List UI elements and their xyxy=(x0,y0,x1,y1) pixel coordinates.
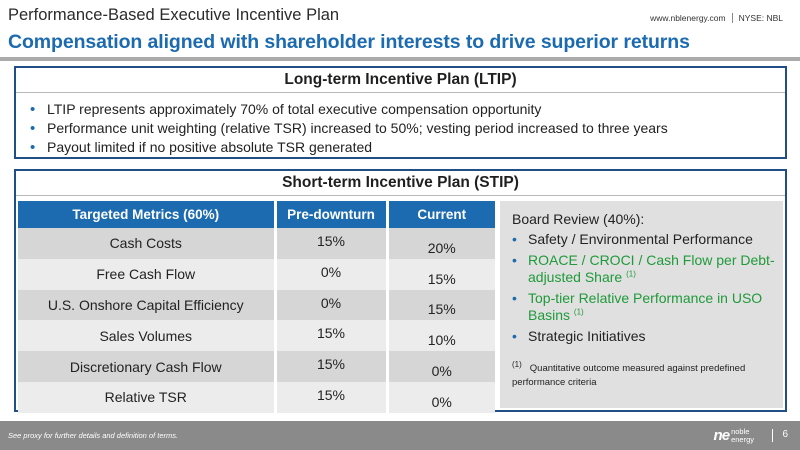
metric-current-value: 0% xyxy=(385,381,495,413)
metric-name: Discretionary Cash Flow xyxy=(18,351,275,382)
metric-name: Relative TSR xyxy=(18,381,275,413)
board-review-item-text: Top-tier Relative Performance in USO Bas… xyxy=(528,290,763,323)
board-review-item: Strategic Initiatives xyxy=(512,328,777,345)
board-review-item-text: Strategic Initiatives xyxy=(528,328,646,344)
top-rule xyxy=(0,57,800,61)
column-header-pre-downturn: Pre-downturn xyxy=(273,201,387,228)
board-review-list: Safety / Environmental Performance ROACE… xyxy=(512,231,777,345)
header-subtitle: Compensation aligned with shareholder in… xyxy=(8,31,690,53)
noble-energy-logo: ne noble energy xyxy=(714,427,754,444)
column-header-current: Current xyxy=(385,201,495,228)
metric-current-value: 0% xyxy=(385,351,495,382)
header-separator xyxy=(731,13,733,23)
logo-wordmark: noble energy xyxy=(731,426,754,444)
metrics-header-row: Targeted Metrics (60%) Pre-downturn Curr… xyxy=(18,201,495,228)
column-header-metrics: Targeted Metrics (60%) xyxy=(18,201,275,228)
footnote: (1) Quantitative outcome measured against… xyxy=(512,359,777,390)
metric-name: U.S. Onshore Capital Efficiency xyxy=(18,289,275,321)
table-row: Free Cash Flow 0% 15% xyxy=(18,258,495,290)
table-row: Sales Volumes 15% 10% xyxy=(18,320,495,352)
metric-pre-value: 15% xyxy=(273,351,387,382)
board-review-box: Board Review (40%): Safety / Environment… xyxy=(500,201,783,408)
metric-pre-value: 15% xyxy=(273,228,387,259)
logo-mark: ne xyxy=(713,427,730,444)
footnote-marker: (1) xyxy=(573,307,584,317)
website-link[interactable]: www.nblenergy.com xyxy=(650,13,726,23)
metric-current-value: 10% xyxy=(385,320,495,352)
ltip-panel: Long-term Incentive Plan (LTIP) LTIP rep… xyxy=(14,66,787,159)
ltip-bullet: Payout limited if no positive absolute T… xyxy=(30,138,785,157)
metric-current-value: 15% xyxy=(385,289,495,321)
table-row: U.S. Onshore Capital Efficiency 0% 15% xyxy=(18,289,495,321)
metric-current-value: 20% xyxy=(385,228,495,259)
board-review-title: Board Review (40%): xyxy=(512,211,645,227)
board-review-item-text: Safety / Environmental Performance xyxy=(528,231,753,247)
logo-line-1: noble xyxy=(731,426,750,436)
metric-pre-value: 0% xyxy=(273,289,387,321)
board-review-item: Safety / Environmental Performance xyxy=(512,231,777,248)
table-row: Discretionary Cash Flow 15% 0% xyxy=(18,351,495,382)
footnote-number: (1) xyxy=(512,359,522,369)
stip-panel: Short-term Incentive Plan (STIP) Targete… xyxy=(14,169,787,413)
footnote-text: Quantitative outcome measured against pr… xyxy=(512,363,746,388)
table-row: Relative TSR 15% 0% xyxy=(18,381,495,413)
footer-separator xyxy=(772,429,773,442)
ticker-label: NYSE: NBL xyxy=(738,13,783,23)
logo-line-2: energy xyxy=(731,434,754,444)
footer-note: See proxy for further details and defini… xyxy=(8,431,179,440)
board-review-item-text: ROACE / CROCI / Cash Flow per Debt-adjus… xyxy=(528,252,775,285)
page-number: 6 xyxy=(782,429,788,440)
ltip-bullet-list: LTIP represents approximately 70% of tot… xyxy=(16,93,785,157)
metric-pre-value: 15% xyxy=(273,320,387,352)
footnote-marker: (1) xyxy=(626,269,636,279)
metric-name: Free Cash Flow xyxy=(18,258,275,290)
table-row: Cash Costs 15% 20% xyxy=(18,228,495,259)
header-meta: www.nblenergy.com NYSE: NBL xyxy=(650,13,783,23)
metric-current-value: 15% xyxy=(385,258,495,290)
ltip-bullet: LTIP represents approximately 70% of tot… xyxy=(30,100,785,119)
ltip-bullet: Performance unit weighting (relative TSR… xyxy=(30,119,785,138)
board-review-item: ROACE / CROCI / Cash Flow per Debt-adjus… xyxy=(512,252,777,286)
ltip-title: Long-term Incentive Plan (LTIP) xyxy=(16,68,785,93)
metric-name: Cash Costs xyxy=(18,228,275,259)
metrics-table: Targeted Metrics (60%) Pre-downturn Curr… xyxy=(18,201,495,413)
metric-pre-value: 0% xyxy=(273,258,387,290)
stip-title: Short-term Incentive Plan (STIP) xyxy=(16,171,785,196)
header-title: Performance-Based Executive Incentive Pl… xyxy=(8,6,340,24)
metric-pre-value: 15% xyxy=(273,381,387,413)
board-review-item: Top-tier Relative Performance in USO Bas… xyxy=(512,290,777,324)
footer-bar: See proxy for further details and defini… xyxy=(0,421,800,450)
metric-name: Sales Volumes xyxy=(18,320,275,352)
